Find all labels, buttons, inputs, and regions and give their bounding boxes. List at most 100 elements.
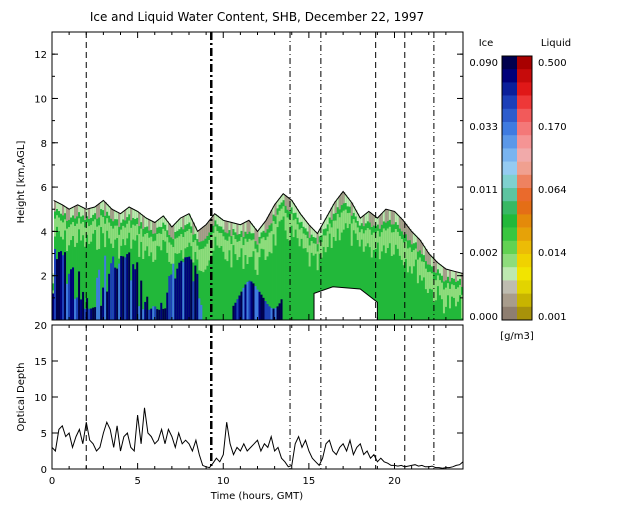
cloud-ice-core [186,257,189,320]
cloud-column [378,215,382,320]
cloud-ice-core [242,287,245,320]
cloud-band [458,284,462,296]
cloud-column [352,206,356,320]
cloud-fringe [230,222,233,237]
cloud-band [182,236,185,259]
cloud-column [414,235,418,320]
cloud-fringe [66,207,69,221]
cloud-fringe [376,217,380,225]
cloud-band [62,222,65,240]
cloud-fringe [142,215,145,229]
cloud-band [456,287,460,302]
liquid-swatch [517,122,532,136]
cloud-fringe [78,205,81,213]
cloud-band [104,223,107,248]
cloud-ice-core [272,308,275,320]
ice-swatch [502,135,517,149]
cloud-band [438,280,442,296]
cloud-band [268,232,271,252]
cloud-band [122,225,125,240]
cloud-column [138,212,141,320]
cloud-fringe [296,209,299,218]
cloud-column [304,220,308,320]
liquid-tick-label: 0.500 [538,58,567,69]
cloud-column [356,213,360,320]
cloud-band [224,239,227,260]
cloud-column [174,223,177,320]
cloud-column [458,272,462,320]
cloud-band [178,236,181,254]
cloud-fringe [348,200,352,207]
cloud-column [170,226,173,320]
cloud-band [354,222,358,234]
cloud-ice-core [124,257,127,320]
cloud-fringe [226,221,229,234]
cloud-band [58,217,61,231]
cloud-fringe [138,212,141,227]
cloud-ice-core [158,309,161,320]
cloud-ice-core [250,281,253,320]
cloud-fringe [244,222,247,232]
cloud-ice-core [238,295,241,320]
cloud-band [232,235,235,246]
cloud-column [330,207,334,320]
cloud-band [156,233,159,246]
cloud-band [402,242,406,266]
cloud-band [254,248,257,270]
cloud-column [200,228,203,320]
cloud-band [142,236,145,260]
cloud-fringe [56,202,59,209]
liquid-swatch [517,108,532,123]
cloud-column [206,223,209,320]
cloud-fringe [136,211,139,218]
cloud-column [96,205,99,320]
cloud-ice-core [256,289,259,320]
cloud-fringe [52,273,55,284]
cloud-band [290,213,293,226]
cloud-fringe [324,218,328,229]
cloud-band [274,223,277,246]
cloud-ice-core [166,292,169,320]
time-markers-top [85,32,435,320]
ice-swatch [502,108,517,123]
ice-swatch [502,201,517,215]
cloud-ice-core [146,296,149,320]
cloud-column [224,220,227,320]
cloud-column [218,217,221,320]
liquid-swatch [517,82,532,96]
cloud-band [452,285,456,298]
cloud-band [60,220,63,237]
cloud-band [170,244,173,264]
y-tick-label: 2 [41,272,47,283]
liquid-swatch [517,267,532,281]
clear-gap [313,286,378,320]
cloud-fringe [312,229,316,237]
cloud-column [404,223,408,320]
optical-depth-series [52,407,463,469]
liquid-swatch [517,214,532,228]
cloud-band [54,218,57,237]
cloud-band [312,243,316,256]
cloud-top-outline [53,190,463,274]
cloud-band [278,210,281,222]
y-tick-label: 10 [34,94,47,105]
cloud-fringe [62,205,65,216]
cloud-fringe [122,211,125,220]
cloud-fringe [224,220,227,233]
cloud-fringe [278,198,281,205]
cloud-column [152,221,155,320]
cloud-column [382,211,386,320]
cloud-band [454,288,458,307]
ice-swatch [502,174,517,189]
cloud-band [364,230,368,247]
cloud-band [344,209,348,224]
cloud-band [461,294,463,319]
liquid-swatch [517,240,532,255]
cloud-fringe [104,202,107,216]
cloud-band [296,224,299,239]
cloud-ice-core [136,262,139,320]
cloud-band [372,232,376,250]
cloud-fill [52,190,463,320]
cloud-band [244,238,247,256]
cloud-fringe [438,264,442,274]
